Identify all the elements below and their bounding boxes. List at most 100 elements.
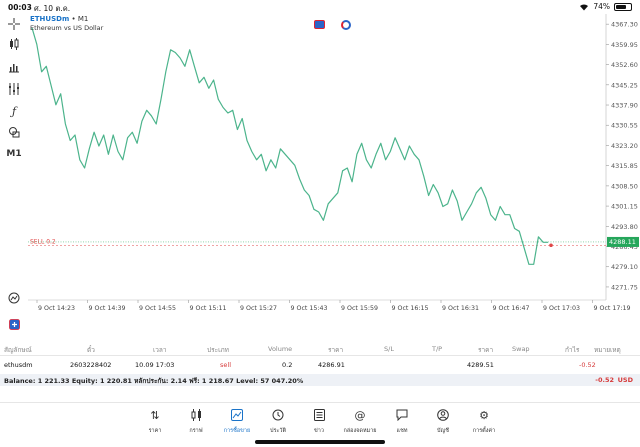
tab-news[interactable]: ข่าว	[299, 409, 339, 435]
battery-percent: 74%	[593, 2, 610, 11]
symbol-description: Ethereum vs US Dollar	[30, 24, 104, 32]
tab-label: ประวัติ	[269, 428, 287, 434]
battery-fill	[616, 4, 627, 9]
time-tick-label: 9 Oct 15:59	[341, 305, 378, 312]
balance-currency: USD	[617, 376, 633, 384]
trade-marker	[549, 243, 553, 248]
one-click-trading-icon[interactable]	[314, 20, 325, 29]
objects-icon[interactable]	[5, 124, 23, 140]
account-icon	[423, 409, 463, 423]
chart-icon	[176, 409, 216, 423]
col-type: ประเภท	[207, 346, 229, 354]
col-symbol: สัญลักษณ์	[4, 346, 32, 354]
col-time: เวลา	[153, 346, 167, 354]
quotes-icon: ⇅	[150, 409, 160, 422]
tab-chat[interactable]: แชท	[382, 409, 422, 435]
current-price-tag	[607, 236, 639, 247]
price-tick-label: 4359.95	[611, 41, 638, 49]
battery-icon	[614, 2, 632, 11]
bottom-nav: ⇅ ราคา กราฟ การซื้อขาย ประวัติ ข่าว	[0, 402, 640, 447]
time-tick-label: 9 Oct 15:27	[240, 305, 277, 312]
price-tick-label: 4367.30	[611, 21, 638, 29]
tab-account[interactable]: บัญชี	[423, 409, 463, 435]
time-tick-label: 9 Oct 14:39	[89, 305, 126, 312]
news-icon	[299, 409, 339, 423]
symbol-title: ETHUSDm • M1	[30, 15, 88, 23]
col-price: ราคา	[328, 346, 344, 354]
time-tick-label: 9 Oct 17:03	[543, 305, 580, 312]
history-icon	[258, 409, 298, 423]
time-tick-label: 9 Oct 14:23	[38, 305, 75, 312]
trades-panel: สัญลักษณ์ ตั๋ว เวลา ประเภท Volume ราคา S…	[0, 340, 640, 402]
settings-icon: ⚙	[479, 409, 489, 422]
col-ticket: ตั๋ว	[87, 346, 95, 354]
price-chart[interactable]: 4367.30 4359.95 4352.60 4345.25 4337.90 4330.…	[28, 14, 640, 340]
price-tick-label: 4345.25	[611, 81, 638, 89]
balance-row: Balance: 1 221.33 Equity: 1 220.81 หลักป…	[0, 374, 640, 386]
tab-label: กล่องจดหมาย	[343, 428, 377, 434]
row-volume: 0.2	[282, 361, 293, 369]
col-swap: Swap	[512, 345, 530, 353]
tab-label: ราคา	[148, 428, 162, 434]
col-comment: หมายเหตุ	[594, 346, 621, 354]
price-tick-label: 4323.20	[611, 142, 638, 150]
tab-settings[interactable]: ⚙ การตั้งค่า	[464, 409, 504, 435]
candles-icon[interactable]	[5, 36, 23, 52]
balance-profit: -0.52	[595, 376, 614, 384]
col-profit: กำไร	[565, 346, 580, 354]
tab-history[interactable]: ประวัติ	[258, 409, 298, 435]
price-tick-label: 4337.90	[611, 102, 638, 110]
col-sl: S/L	[384, 345, 394, 353]
time-tick-label: 9 Oct 16:31	[442, 305, 479, 312]
col-volume: Volume	[268, 345, 293, 353]
row-profit: -0.52	[579, 361, 596, 369]
price-series-line	[31, 27, 548, 265]
tab-label: แชท	[396, 428, 408, 434]
price-tick-label: 4308.50	[611, 182, 638, 190]
time-tick-label: 9 Oct 17:19	[594, 305, 631, 312]
chart-sync-icon[interactable]	[341, 20, 351, 30]
function-icon[interactable]: ƒ	[11, 104, 17, 118]
symbol-name: ETHUSDm	[30, 15, 70, 23]
status-right: 74%	[579, 2, 632, 11]
trade-panel-icon[interactable]	[5, 316, 23, 332]
row-time: 10.09 17:03	[135, 361, 175, 369]
time-tick-label: 9 Oct 15:11	[190, 305, 227, 312]
price-tick-label: 4271.75	[611, 283, 638, 291]
row-ticket: 2603228402	[70, 361, 112, 369]
tab-label: การซื้อขาย	[223, 428, 251, 434]
indicators-icon[interactable]	[5, 81, 23, 97]
time-tick-label: 9 Oct 16:15	[392, 305, 429, 312]
mailbox-icon: @	[354, 409, 366, 422]
tab-quotes[interactable]: ⇅ ราคา	[135, 409, 175, 435]
symbol-timeframe: • M1	[69, 15, 89, 23]
crosshair-icon[interactable]	[5, 16, 23, 32]
chat-icon	[382, 409, 422, 423]
chart-canvas[interactable]: 4367.30 4359.95 4352.60 4345.25 4337.90 4330.…	[28, 14, 640, 340]
price-tick-label: 4301.15	[611, 203, 638, 211]
price-tick-label: 4293.80	[611, 223, 638, 231]
wifi-icon	[580, 3, 589, 11]
time-tick-label: 9 Oct 15:43	[291, 305, 328, 312]
tab-label: การตั้งค่า	[472, 428, 496, 434]
tab-trade[interactable]: การซื้อขาย	[217, 409, 257, 435]
price-tick-label: 4286.45	[611, 243, 638, 251]
tab-chart[interactable]: กราฟ	[176, 409, 216, 435]
balance-summary: Balance: 1 221.33 Equity: 1 220.81 หลักป…	[4, 377, 304, 385]
col-tp: T/P	[432, 345, 443, 353]
home-indicator	[255, 440, 385, 444]
timeframe-button[interactable]: M1	[6, 149, 22, 159]
zoom-icon[interactable]	[5, 290, 23, 306]
time-tick-label: 9 Oct 14:55	[139, 305, 176, 312]
row-price: 4286.91	[318, 361, 345, 369]
price-tick-label: 4352.60	[611, 61, 638, 69]
status-date: ศ. 10 ต.ค.	[34, 4, 71, 13]
chart-top-buttons	[314, 20, 351, 30]
current-price-label: 4288.11	[609, 238, 636, 246]
tab-mailbox[interactable]: @ กล่องจดหมาย	[340, 409, 380, 435]
status-time: 00:03	[8, 3, 32, 12]
tab-label: กราฟ	[189, 428, 203, 434]
volume-bars-icon[interactable]	[5, 59, 23, 75]
sell-label: SELL 0.2	[30, 239, 56, 246]
price-tick-label: 4315.85	[611, 162, 638, 170]
